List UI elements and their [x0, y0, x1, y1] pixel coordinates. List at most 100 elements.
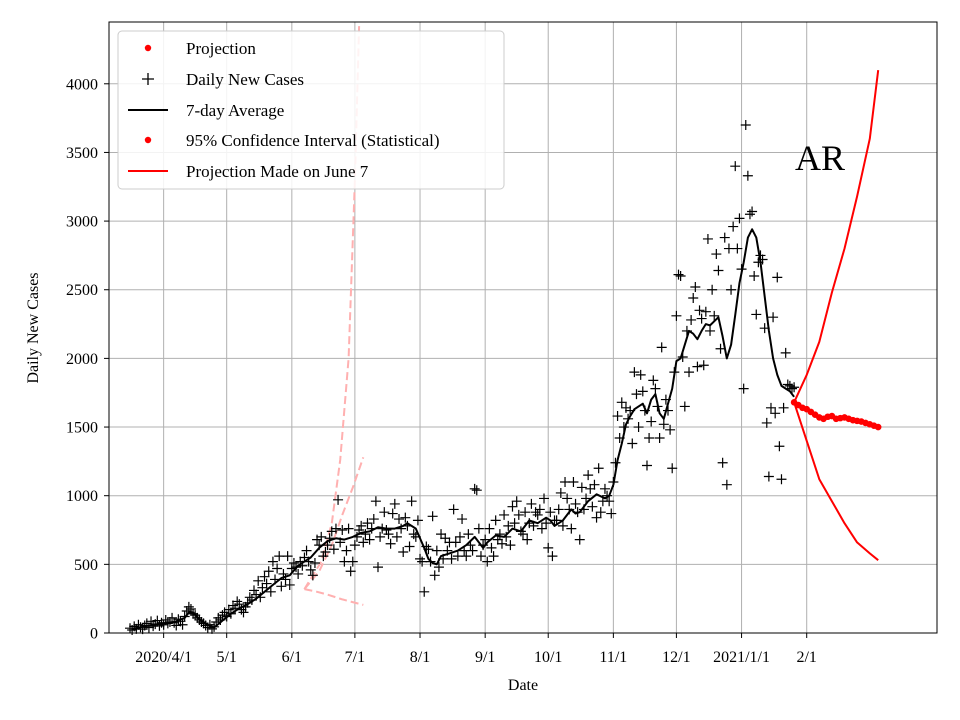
daily-cases-marker: [555, 487, 566, 498]
x-tick-label: 2020/4/1: [135, 649, 192, 666]
y-tick-label: 3500: [66, 145, 98, 162]
daily-cases-marker: [364, 534, 375, 545]
daily-cases-marker: [301, 545, 312, 556]
daily-cases-marker: [721, 479, 732, 490]
daily-cases-marker: [337, 525, 348, 536]
daily-cases-marker: [541, 518, 552, 529]
daily-cases-marker: [454, 531, 465, 542]
legend-label-daily-new-cases: Daily New Cases: [186, 70, 304, 89]
daily-cases-marker: [431, 545, 442, 556]
projection-point: [874, 423, 882, 431]
y-tick-label: 3000: [66, 214, 98, 231]
legend-marker-projection: [144, 44, 152, 52]
daily-cases-marker: [641, 460, 652, 471]
daily-cases-marker: [448, 504, 459, 515]
daily-cases-marker: [389, 498, 400, 509]
daily-cases-marker: [772, 272, 783, 283]
daily-cases-marker: [616, 397, 627, 408]
daily-cases-marker: [419, 586, 430, 597]
7-day-average-line: [131, 228, 795, 630]
daily-cases-marker: [786, 383, 797, 394]
daily-cases-marker: [469, 483, 480, 494]
daily-cases-marker: [665, 424, 676, 435]
daily-cases-marker: [715, 343, 726, 354]
daily-cases-marker: [333, 494, 344, 505]
daily-cases-marker: [627, 438, 638, 449]
daily-cases-marker: [690, 281, 701, 292]
daily-cases-marker: [732, 243, 743, 254]
daily-cases-marker: [288, 557, 299, 568]
daily-cases-marker: [768, 312, 779, 323]
x-tick-label: 7/1: [345, 649, 365, 666]
daily-cases-marker: [568, 476, 579, 487]
daily-cases-marker: [684, 367, 695, 378]
daily-cases-marker: [740, 119, 751, 130]
daily-cases-marker: [560, 476, 571, 487]
daily-cases-marker: [368, 514, 379, 525]
daily-cases-marker: [774, 441, 785, 452]
legend: Projection Daily New Cases 7-day Average…: [117, 30, 505, 190]
daily-cases-marker: [490, 515, 501, 526]
y-tick-label: 4000: [66, 76, 98, 93]
x-tick-label: 11/1: [599, 649, 627, 666]
95-confidence-interval-statistical-line: [793, 401, 879, 561]
daily-cases-marker: [475, 551, 486, 562]
daily-cases-marker: [488, 551, 499, 562]
daily-cases-marker: [276, 581, 287, 592]
daily-cases-marker: [391, 531, 402, 542]
daily-cases-marker: [505, 540, 516, 551]
daily-cases-marker: [339, 556, 350, 567]
daily-cases-marker: [284, 579, 295, 590]
daily-cases-marker: [648, 375, 659, 386]
daily-cases-marker: [765, 402, 776, 413]
daily-cases-marker: [293, 568, 304, 579]
daily-cases-marker: [316, 531, 327, 542]
daily-cases-marker: [356, 520, 367, 531]
daily-cases-marker: [509, 518, 520, 529]
daily-cases-marker: [320, 546, 331, 557]
daily-cases-marker: [557, 520, 568, 531]
daily-cases-marker: [637, 386, 648, 397]
daily-cases-marker: [307, 570, 318, 581]
daily-cases-marker: [696, 313, 707, 324]
daily-cases-marker: [650, 383, 661, 394]
daily-cases-marker: [499, 509, 510, 520]
y-tick-label: 2000: [66, 351, 98, 368]
daily-cases-marker: [707, 284, 718, 295]
legend-label-confidence-interval: 95% Confidence Interval (Statistical): [186, 131, 440, 150]
daily-cases-marker: [452, 551, 463, 562]
daily-cases-marker: [503, 520, 514, 531]
daily-cases-marker: [358, 537, 369, 548]
daily-cases-marker: [536, 523, 547, 534]
plot-frame: [108, 21, 938, 634]
daily-cases-marker: [583, 470, 594, 481]
daily-cases-marker: [587, 501, 598, 512]
daily-cases-marker: [545, 507, 556, 518]
daily-cases-marker: [581, 493, 592, 504]
daily-cases-marker: [570, 498, 581, 509]
daily-cases-marker: [467, 545, 478, 556]
daily-cases-marker: [761, 417, 772, 428]
daily-cases-marker: [341, 545, 352, 556]
daily-cases-marker: [526, 498, 537, 509]
daily-cases-marker: [694, 305, 705, 316]
daily-cases-marker: [330, 523, 341, 534]
daily-cases-marker: [518, 529, 528, 540]
legend-marker-daily-new-cases: [142, 73, 154, 85]
daily-cases-marker: [711, 249, 722, 260]
daily-cases-marker: [738, 383, 749, 394]
daily-cases-marker: [349, 540, 360, 551]
daily-cases-marker: [534, 504, 545, 515]
daily-cases-marker: [728, 221, 739, 232]
daily-cases-marker: [606, 508, 617, 519]
daily-cases-marker: [734, 213, 745, 224]
daily-cases-marker: [742, 170, 753, 181]
daily-cases-marker: [719, 232, 730, 243]
daily-cases-marker: [705, 325, 716, 336]
daily-cases-marker: [471, 485, 482, 496]
y-tick-label: 500: [74, 557, 98, 574]
daily-cases-marker: [129, 621, 140, 632]
daily-cases-marker: [265, 586, 276, 597]
daily-cases-marker: [379, 507, 390, 518]
daily-cases-marker: [375, 531, 386, 542]
